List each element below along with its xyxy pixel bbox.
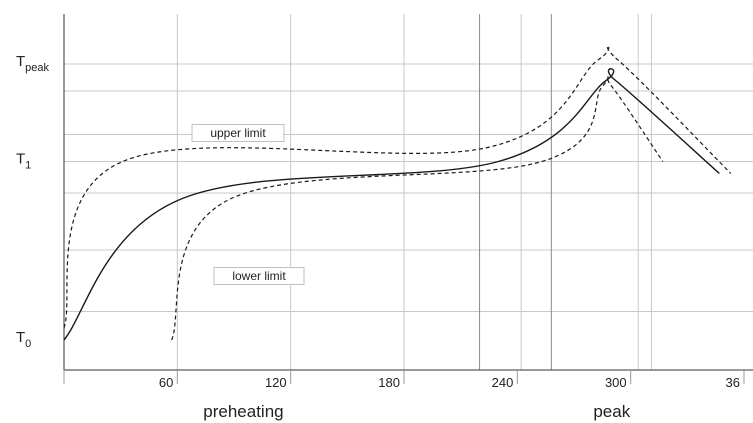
y-level-subscript-peak: peak bbox=[25, 62, 49, 74]
y-level-subscript-0: 0 bbox=[25, 338, 31, 350]
y-level-label-1: T1 bbox=[16, 151, 31, 172]
lower-limit-curve bbox=[171, 75, 664, 341]
reflow-profile-curve bbox=[63, 68, 720, 341]
series bbox=[63, 45, 732, 341]
y-level-subscript-1: 1 bbox=[25, 160, 31, 172]
axes bbox=[63, 14, 753, 384]
x-tick-label-180: 180 bbox=[378, 375, 400, 390]
phase-label-0: preheating bbox=[203, 402, 283, 421]
x-tick-label-360: 36 bbox=[726, 375, 740, 390]
annotation-label-1: lower limit bbox=[232, 269, 286, 283]
x-tick-label-300: 300 bbox=[605, 375, 627, 390]
y-level-label-peak: Tpeak bbox=[16, 53, 50, 74]
annotation-label-0: upper limit bbox=[210, 126, 266, 140]
upper-limit-curve bbox=[63, 45, 732, 329]
phase-label-1: peak bbox=[593, 402, 630, 421]
annotation-box-0 bbox=[191, 124, 285, 142]
x-tick-label-240: 240 bbox=[492, 375, 514, 390]
x-tick-label-60: 60 bbox=[159, 375, 173, 390]
x-tick-label-120: 120 bbox=[265, 375, 287, 390]
grid bbox=[64, 14, 753, 370]
annotation-box-1 bbox=[213, 267, 305, 285]
y-level-label-0: T0 bbox=[16, 329, 31, 350]
labels: 60 120 180 240 300 36 Tpeak T1 T0 upper limit lowe… bbox=[16, 53, 740, 421]
